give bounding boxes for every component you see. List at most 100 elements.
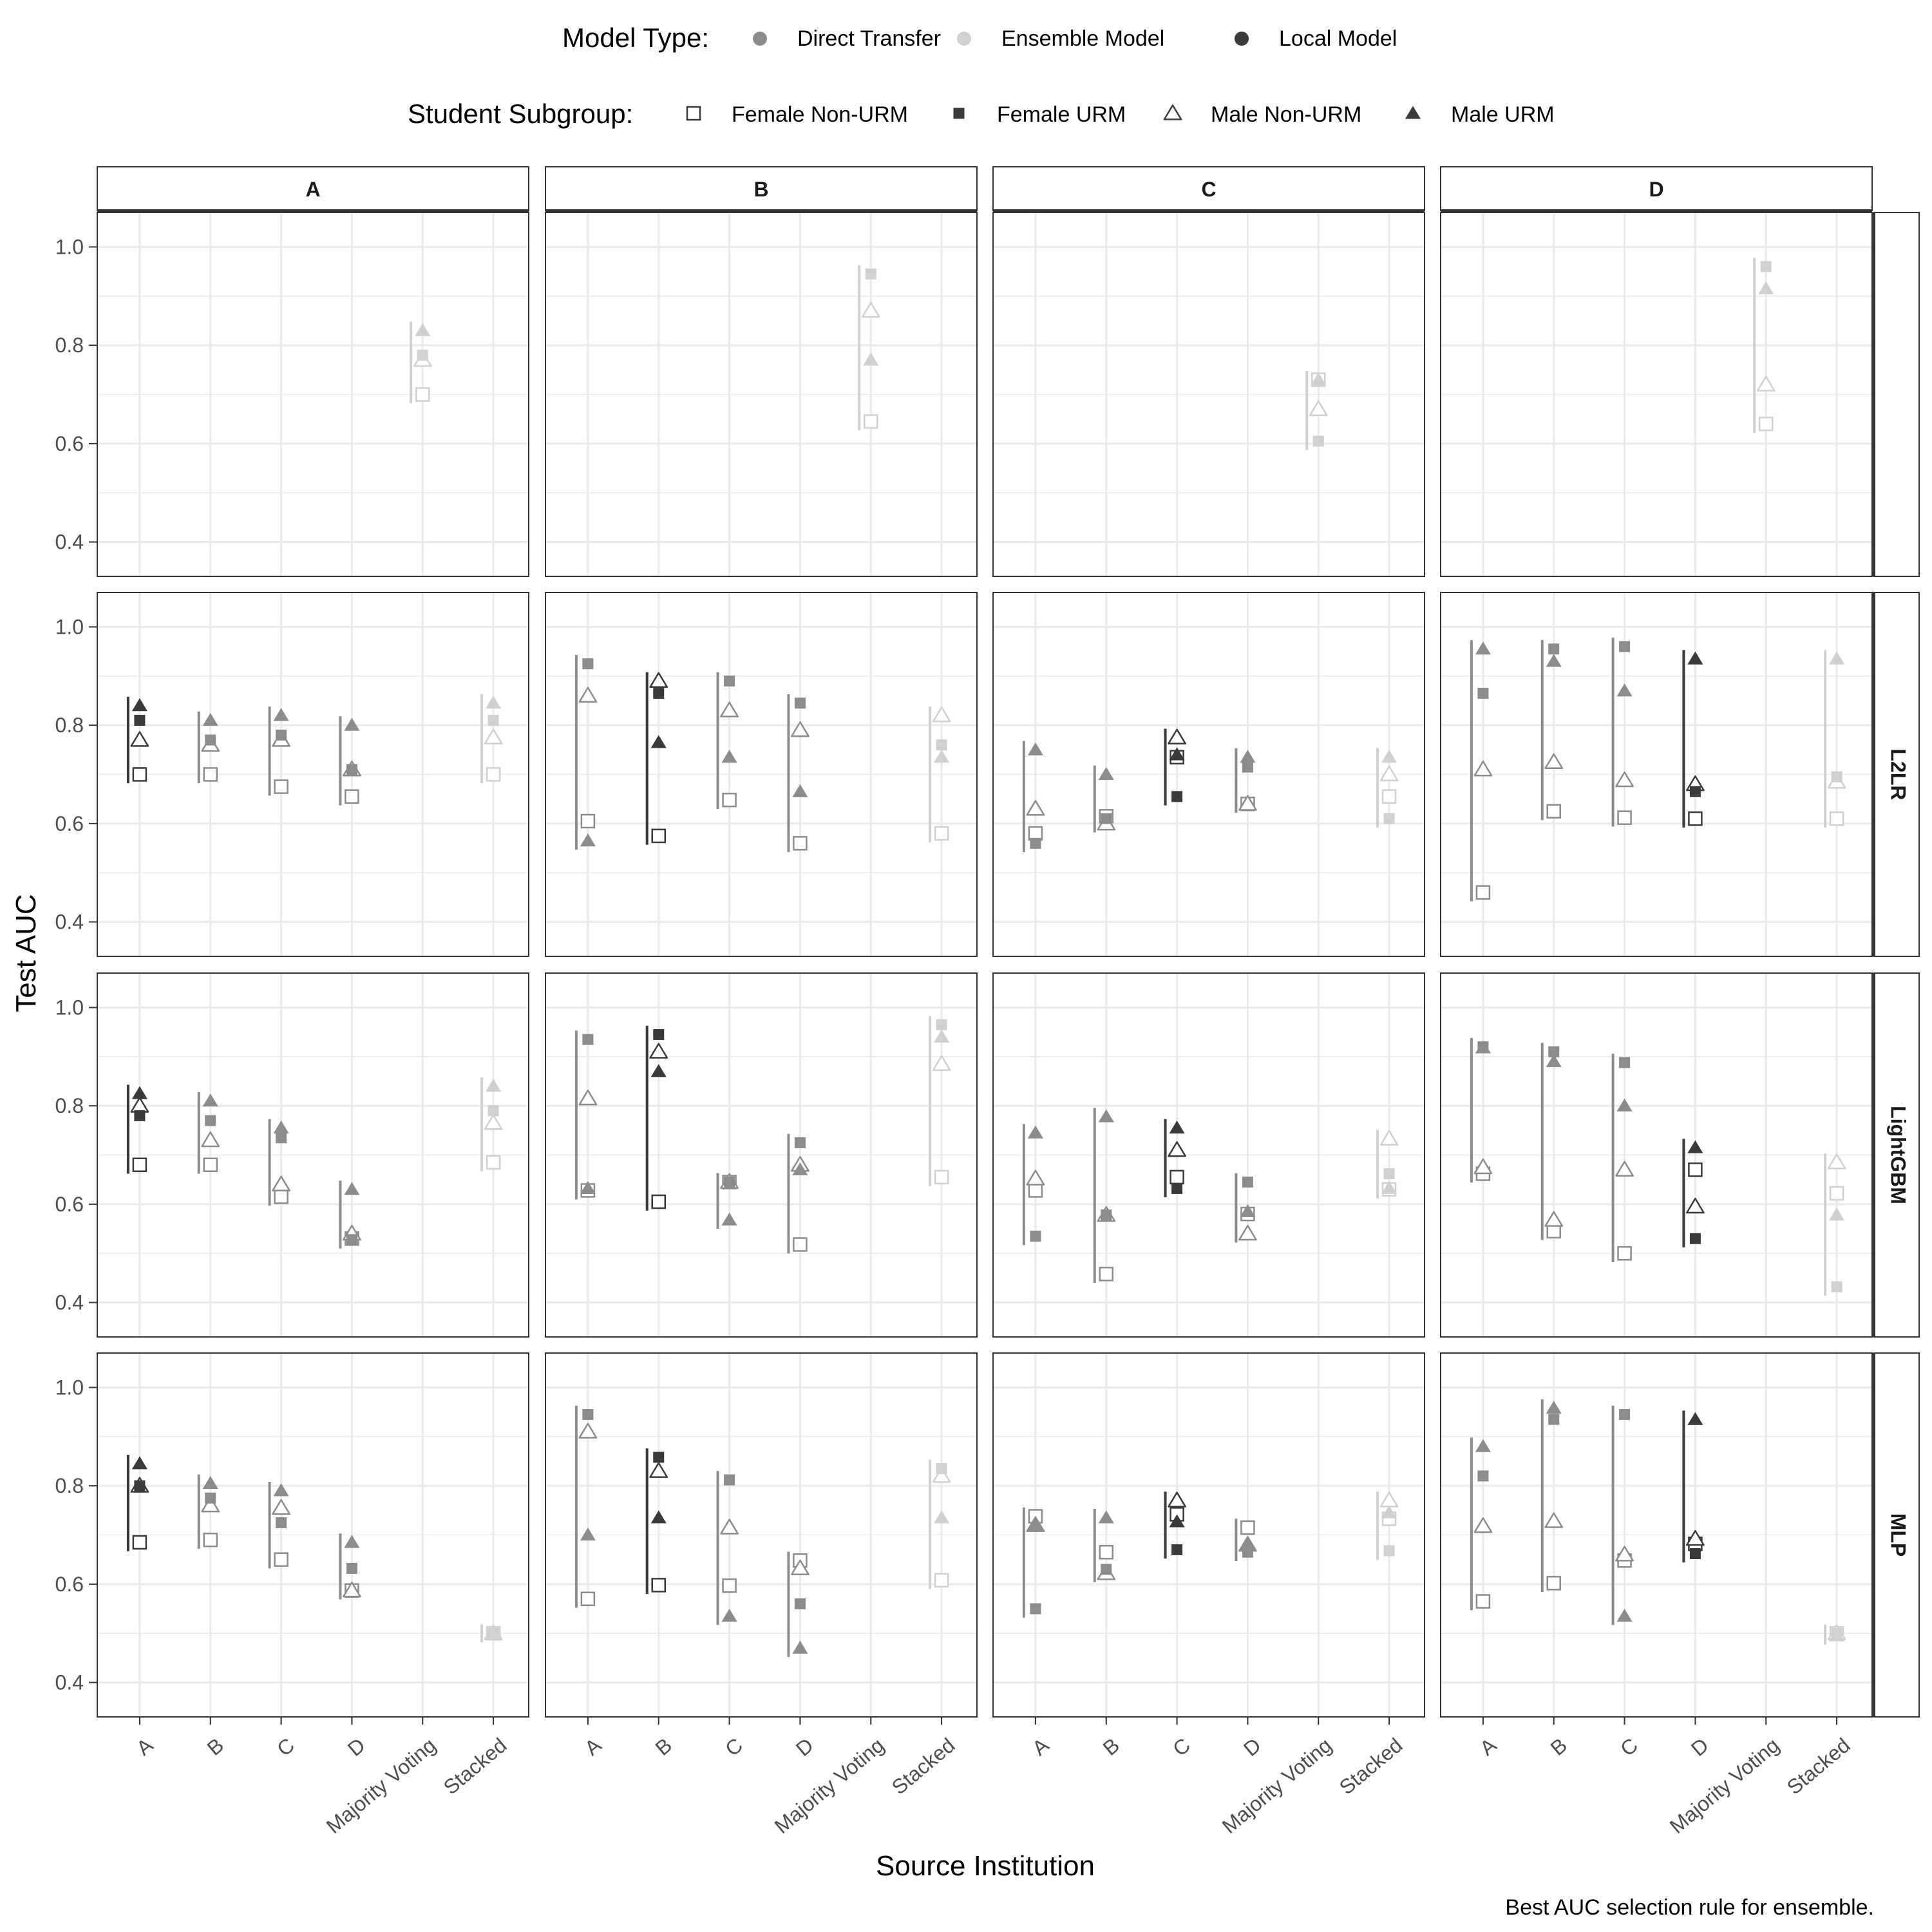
- facet-panel: [545, 972, 978, 1338]
- panel-border: [1440, 1352, 1873, 1718]
- data-point: [651, 828, 666, 844]
- data-point: [720, 1519, 739, 1535]
- data-point: [274, 779, 289, 794]
- facet-panel: [1440, 212, 1873, 577]
- data-point: [344, 717, 360, 731]
- data-point: [1101, 813, 1112, 824]
- data-point: [793, 836, 808, 851]
- data-point: [1099, 1267, 1113, 1282]
- facet-strip: [992, 166, 1425, 211]
- x-tick-label: Majority Voting: [322, 1734, 440, 1838]
- data-point: [578, 1089, 598, 1106]
- data-point: [276, 1132, 287, 1144]
- data-point: [1760, 261, 1772, 272]
- facet-column-label: C: [1201, 178, 1216, 201]
- x-tick-label: C: [1168, 1734, 1195, 1761]
- legend-subgroup-key: [1163, 104, 1182, 120]
- x-tick-label: Stacked: [439, 1734, 511, 1799]
- facet-panel: [1440, 592, 1873, 957]
- y-tick-label: 1.0: [55, 615, 84, 638]
- data-point: [934, 1029, 950, 1043]
- data-point: [1546, 1401, 1562, 1414]
- data-point: [1686, 1530, 1705, 1546]
- data-point: [580, 1528, 596, 1541]
- data-point: [134, 1480, 146, 1492]
- panel-border: [545, 972, 978, 1338]
- facet-column-label: D: [1649, 178, 1663, 201]
- data-point: [202, 1475, 218, 1489]
- data-point: [1615, 1160, 1634, 1177]
- data-point: [1383, 813, 1395, 824]
- data-point: [1027, 742, 1043, 755]
- data-point: [582, 1408, 594, 1420]
- data-point: [132, 767, 147, 782]
- data-point: [580, 1180, 596, 1195]
- data-point: [792, 1640, 808, 1654]
- data-point: [1688, 811, 1703, 826]
- x-tick-label: D: [343, 1734, 370, 1761]
- x-tick-label: A: [580, 1733, 606, 1760]
- facet-panel: [545, 592, 978, 957]
- data-point: [1616, 683, 1633, 697]
- data-point: [934, 1573, 949, 1587]
- x-tick-label: Stacked: [1783, 1734, 1855, 1799]
- data-point: [201, 1131, 220, 1148]
- data-point: [1829, 1628, 1845, 1642]
- x-tick-label: Majority Voting: [1665, 1734, 1784, 1838]
- data-point: [1548, 1046, 1560, 1057]
- data-point: [134, 715, 146, 726]
- legend-model-type-label: Ensemble Model: [1001, 26, 1164, 51]
- data-point: [1473, 761, 1493, 777]
- data-point: [791, 721, 810, 737]
- x-tick-label: D: [1687, 1734, 1713, 1761]
- data-point: [1544, 753, 1564, 770]
- y-tick-label: 0.6: [55, 1193, 84, 1216]
- data-point: [1098, 1510, 1114, 1524]
- facet-strip: [545, 166, 978, 211]
- panel-border: [1440, 972, 1873, 1338]
- data-point: [1616, 1098, 1633, 1112]
- y-tick-label: 0.4: [55, 911, 84, 934]
- facet-panel: [1440, 972, 1873, 1338]
- data-point: [1379, 765, 1399, 782]
- y-tick-label: 0.8: [55, 714, 84, 737]
- facet-row-label: LightGBM: [1887, 1106, 1910, 1204]
- data-point: [130, 731, 149, 747]
- data-point: [486, 1155, 501, 1170]
- chart-caption: Best AUC selection rule for ensemble.: [1505, 1895, 1874, 1920]
- facet-row-label: L2LR: [1887, 749, 1910, 800]
- data-point: [863, 414, 878, 429]
- facet-panel: [545, 1352, 978, 1718]
- data-point: [649, 672, 668, 688]
- data-point: [1544, 1211, 1564, 1227]
- x-tick-label: C: [721, 1734, 747, 1761]
- data-point: [1030, 1603, 1041, 1615]
- data-point: [205, 1492, 216, 1504]
- data-point: [1381, 1505, 1397, 1519]
- data-point: [1379, 1130, 1399, 1146]
- data-point: [1240, 1520, 1255, 1535]
- x-tick-label: B: [203, 1734, 228, 1760]
- x-axis-title: Source Institution: [876, 1850, 1095, 1882]
- data-point: [1381, 1180, 1397, 1195]
- data-point: [343, 1582, 361, 1598]
- data-point: [653, 1452, 665, 1463]
- facet-row-strip: [1873, 1352, 1920, 1718]
- data-point: [1831, 1281, 1842, 1293]
- data-point: [488, 1105, 499, 1117]
- data-point: [346, 764, 357, 775]
- legend-subgroup-label: Female URM: [997, 102, 1126, 127]
- data-point: [1619, 1408, 1631, 1420]
- data-point: [203, 1157, 218, 1173]
- data-point: [272, 1499, 290, 1515]
- data-point: [1689, 1233, 1701, 1244]
- data-point: [131, 698, 147, 712]
- data-point: [484, 728, 503, 744]
- data-point: [486, 1079, 502, 1092]
- facet-panel: [97, 972, 529, 1338]
- data-point: [1687, 651, 1703, 665]
- data-point: [1827, 1153, 1846, 1170]
- data-point: [1381, 789, 1397, 804]
- legend-model-type-key: [1235, 32, 1249, 46]
